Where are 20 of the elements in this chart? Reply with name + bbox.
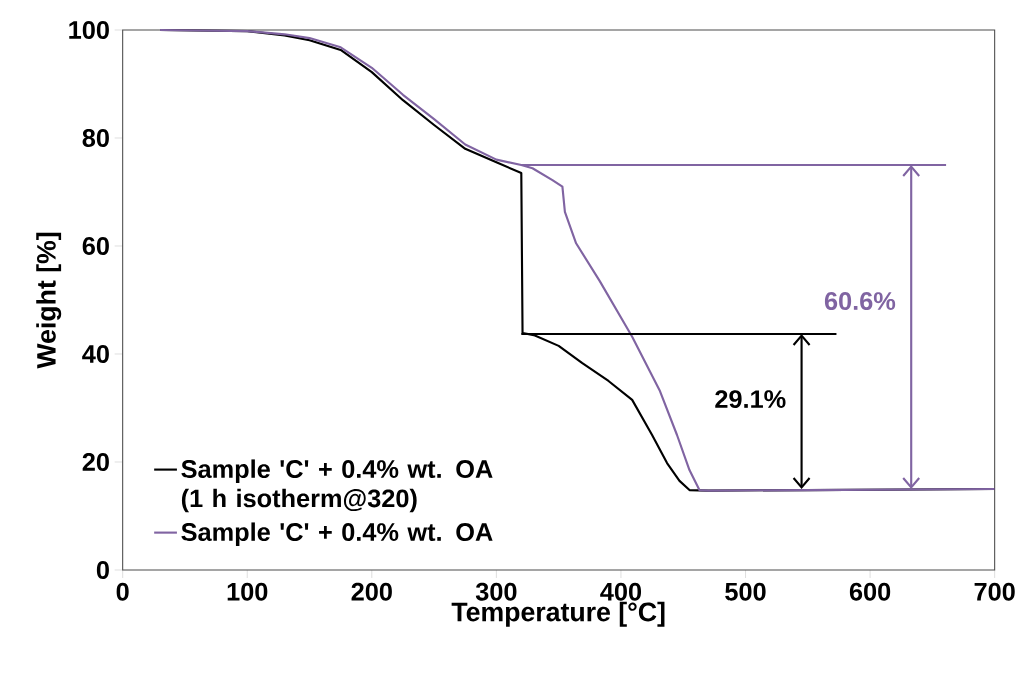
x-tick-label: 100	[227, 582, 268, 601]
x-tick-label: 500	[725, 582, 766, 601]
y-tick-label: 20	[82, 453, 109, 471]
y-tick-label: 80	[82, 129, 109, 147]
x-tick-label: 0	[116, 582, 129, 601]
y-tick-label: 0	[96, 561, 109, 579]
x-tick-label: 700	[974, 582, 1015, 601]
y-tick-label: 40	[82, 345, 109, 363]
y-tick-label: 100	[69, 21, 109, 39]
legend-label: Sample 'C' + 0.4% wt. OA	[181, 522, 493, 547]
annotation: 29.1%	[715, 390, 786, 409]
x-tick-label: 600	[849, 582, 891, 601]
y-tick-label: 60	[82, 237, 109, 255]
x-tick-label: 400	[600, 582, 642, 601]
legend-label: Sample 'C' + 0.4% wt. OA (1 h isotherm@320)	[181, 459, 493, 513]
x-axis-title: Temperature [°C]	[451, 601, 665, 627]
x-tick-label: 300	[475, 582, 517, 601]
y-axis-title: Weight [%]	[36, 232, 62, 369]
annotation: 60.6%	[824, 292, 896, 311]
x-tick-label: 200	[351, 582, 392, 601]
